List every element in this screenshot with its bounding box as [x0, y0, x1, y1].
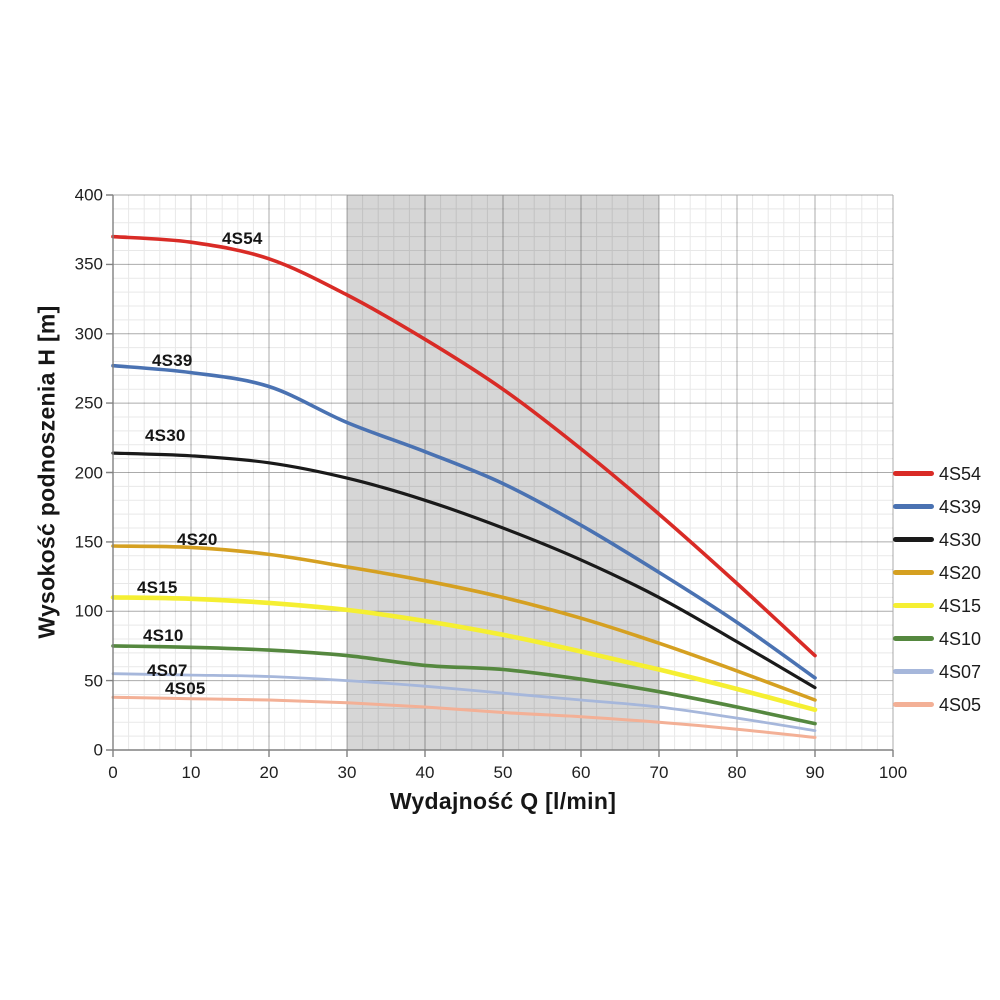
legend-item-4S15: 4S15: [893, 589, 981, 622]
legend-swatch-4S05: [893, 702, 934, 707]
legend-item-4S10: 4S10: [893, 622, 981, 655]
x-tick-label: 40: [415, 763, 435, 782]
y-axis-title: Wysokość podnoszenia H [m]: [33, 305, 60, 639]
legend-swatch-4S30: [893, 537, 934, 542]
curve-4S30: [111, 451, 817, 690]
legend-label-4S05: 4S05: [939, 694, 982, 715]
legend-swatch-4S10: [893, 636, 934, 641]
curve-label-4S39: 4S39: [152, 351, 193, 370]
x-tick-label: 50: [493, 763, 513, 782]
y-tick-label: 300: [74, 324, 103, 344]
legend-label-4S07: 4S07: [939, 661, 982, 682]
curve-label-4S07: 4S07: [147, 661, 188, 680]
axis-lines: [106, 194, 894, 757]
curve-label-4S20: 4S20: [177, 530, 218, 549]
legend-swatch-4S54: [893, 471, 934, 476]
curve-label-4S05: 4S05: [165, 679, 206, 698]
legend-item-4S39: 4S39: [893, 490, 981, 523]
curve-4S39: [111, 363, 817, 680]
legend-item-4S20: 4S20: [893, 556, 981, 589]
y-tick-label: 400: [74, 185, 103, 205]
x-tick-label: 100: [878, 763, 908, 782]
legend-label-4S39: 4S39: [939, 496, 982, 517]
legend-item-4S54: 4S54: [893, 457, 981, 490]
x-tick-label: 0: [108, 763, 118, 782]
legend-item-4S07: 4S07: [893, 655, 981, 688]
legend-swatch-4S07: [893, 669, 934, 674]
y-tick-label: 350: [74, 254, 103, 274]
x-tick-label: 60: [571, 763, 591, 782]
x-tick-label: 80: [727, 763, 747, 782]
curve-4S10: [111, 644, 817, 726]
curve-4S05: [111, 695, 817, 739]
curve-4S20: [111, 544, 817, 702]
legend-label-4S30: 4S30: [939, 529, 982, 550]
legend-label-4S10: 4S10: [939, 628, 982, 649]
y-tick-label: 150: [74, 532, 103, 552]
legend-label-4S54: 4S54: [939, 463, 982, 484]
x-tick-label: 70: [649, 763, 669, 782]
x-tick-label: 10: [181, 763, 201, 782]
legend-item-4S05: 4S05: [893, 688, 981, 721]
chart-legend: 4S54 4S39 4S30 4S20 4S15 4S10 4S07 4S05: [893, 457, 981, 721]
y-tick-label: 100: [74, 601, 103, 621]
legend-label-4S20: 4S20: [939, 562, 982, 583]
curve-label-4S15: 4S15: [137, 578, 178, 597]
curve-label-4S30: 4S30: [145, 426, 186, 445]
curve-4S54: [111, 234, 817, 658]
curve-label-4S54: 4S54: [222, 229, 263, 248]
y-tick-label: 250: [74, 393, 103, 413]
curve-label-4S10: 4S10: [143, 626, 184, 645]
legend-swatch-4S15: [893, 603, 934, 608]
legend-label-4S15: 4S15: [939, 595, 982, 616]
legend-swatch-4S20: [893, 570, 934, 575]
x-tick-label: 30: [337, 763, 357, 782]
curve-4S07: [111, 672, 817, 732]
x-tick-label: 90: [805, 763, 825, 782]
y-tick-label: 50: [84, 671, 103, 691]
x-tick-label: 20: [259, 763, 279, 782]
y-tick-label: 0: [93, 740, 103, 760]
legend-swatch-4S39: [893, 504, 934, 509]
legend-item-4S30: 4S30: [893, 523, 981, 556]
x-axis-title: Wydajność Q [l/min]: [389, 788, 617, 814]
y-tick-label: 200: [74, 463, 103, 482]
curve-4S15: [110, 595, 818, 713]
